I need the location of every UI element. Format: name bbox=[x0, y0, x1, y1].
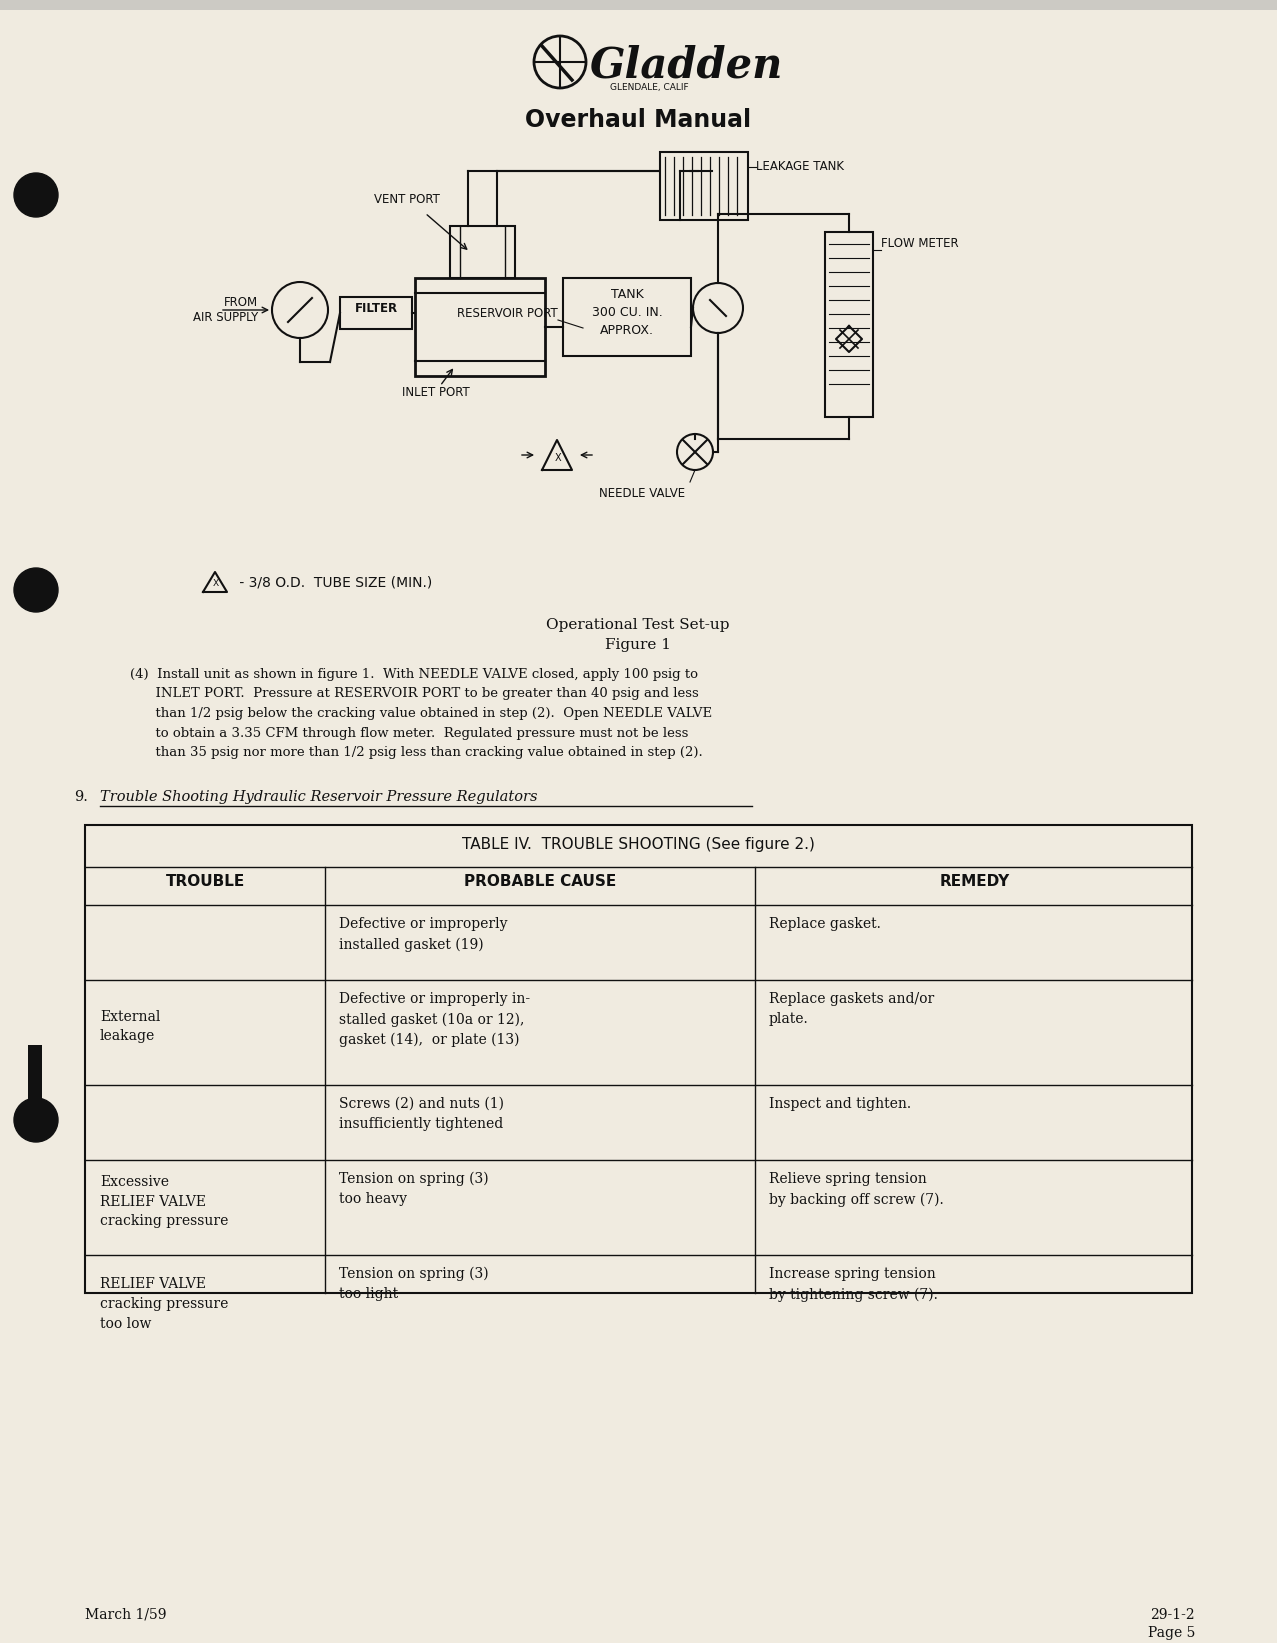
Text: Figure 1: Figure 1 bbox=[605, 637, 670, 652]
Text: RESERVOIR PORT: RESERVOIR PORT bbox=[457, 307, 558, 320]
Text: FLOW METER: FLOW METER bbox=[881, 237, 959, 250]
Text: INLET PORT: INLET PORT bbox=[402, 386, 470, 399]
Bar bbox=[563, 278, 691, 357]
Text: FILTER: FILTER bbox=[355, 302, 397, 314]
Text: Tension on spring (3)
too light: Tension on spring (3) too light bbox=[338, 1267, 489, 1301]
Text: Excessive
RELIEF VALVE
cracking pressure: Excessive RELIEF VALVE cracking pressure bbox=[100, 1175, 229, 1227]
Text: X: X bbox=[213, 580, 220, 588]
Text: Inspect and tighten.: Inspect and tighten. bbox=[769, 1098, 911, 1111]
Bar bbox=[86, 825, 1191, 1293]
Text: TANK: TANK bbox=[610, 288, 644, 301]
Bar bbox=[0, 0, 1277, 10]
Text: 9.: 9. bbox=[74, 790, 88, 803]
Text: Replace gasket.: Replace gasket. bbox=[769, 917, 881, 932]
Text: Defective or improperly
installed gasket (19): Defective or improperly installed gasket… bbox=[338, 917, 507, 951]
Text: March 1/59: March 1/59 bbox=[86, 1608, 166, 1622]
Text: - 3/8 O.D.  TUBE SIZE (MIN.): - 3/8 O.D. TUBE SIZE (MIN.) bbox=[235, 577, 432, 590]
Text: TROUBLE: TROUBLE bbox=[166, 874, 245, 889]
Text: Page 5: Page 5 bbox=[1148, 1627, 1195, 1640]
Text: APPROX.: APPROX. bbox=[600, 324, 654, 337]
Text: TABLE IV.  TROUBLE SHOOTING (See figure 2.): TABLE IV. TROUBLE SHOOTING (See figure 2… bbox=[462, 836, 815, 851]
Text: External
leakage: External leakage bbox=[100, 1010, 161, 1043]
Text: Trouble Shooting Hydraulic Reservoir Pressure Regulators: Trouble Shooting Hydraulic Reservoir Pre… bbox=[100, 790, 538, 803]
Text: Tension on spring (3)
too heavy: Tension on spring (3) too heavy bbox=[338, 1171, 489, 1206]
Text: REMEDY: REMEDY bbox=[940, 874, 1010, 889]
Bar bbox=[340, 297, 412, 329]
Text: Defective or improperly in-
stalled gasket (10a or 12),
gasket (14),  or plate (: Defective or improperly in- stalled gask… bbox=[338, 992, 530, 1047]
Text: Gladden: Gladden bbox=[590, 44, 783, 87]
Text: Relieve spring tension
by backing off screw (7).: Relieve spring tension by backing off sc… bbox=[769, 1171, 944, 1206]
Text: Replace gaskets and/or
plate.: Replace gaskets and/or plate. bbox=[769, 992, 935, 1025]
Text: FROM
AIR SUPPLY: FROM AIR SUPPLY bbox=[193, 296, 258, 324]
Bar bbox=[415, 278, 545, 376]
Text: Increase spring tension
by tightening screw (7).: Increase spring tension by tightening sc… bbox=[769, 1267, 937, 1301]
Text: LEAKAGE TANK: LEAKAGE TANK bbox=[756, 159, 844, 173]
Bar bbox=[28, 1045, 42, 1111]
Text: Screws (2) and nuts (1)
insufficiently tightened: Screws (2) and nuts (1) insufficiently t… bbox=[338, 1098, 504, 1130]
Circle shape bbox=[14, 1098, 57, 1142]
Text: NEEDLE VALVE: NEEDLE VALVE bbox=[599, 486, 684, 499]
Bar bbox=[450, 227, 515, 278]
Text: Operational Test Set-up: Operational Test Set-up bbox=[547, 618, 729, 633]
Text: X: X bbox=[554, 453, 562, 463]
Text: VENT PORT: VENT PORT bbox=[374, 192, 441, 205]
Bar bbox=[825, 232, 873, 417]
Text: (4)  Install unit as shown in figure 1.  With NEEDLE VALVE closed, apply 100 psi: (4) Install unit as shown in figure 1. W… bbox=[130, 669, 713, 759]
Text: 29-1-2: 29-1-2 bbox=[1151, 1608, 1195, 1622]
Text: PROBABLE CAUSE: PROBABLE CAUSE bbox=[464, 874, 616, 889]
Text: GLENDALE, CALIF: GLENDALE, CALIF bbox=[610, 84, 688, 92]
Circle shape bbox=[14, 173, 57, 217]
Text: RELIEF VALVE
cracking pressure
too low: RELIEF VALVE cracking pressure too low bbox=[100, 1278, 229, 1331]
Text: 300 CU. IN.: 300 CU. IN. bbox=[591, 306, 663, 319]
Text: Overhaul Manual: Overhaul Manual bbox=[525, 108, 751, 131]
Circle shape bbox=[14, 568, 57, 611]
Bar bbox=[660, 153, 748, 220]
